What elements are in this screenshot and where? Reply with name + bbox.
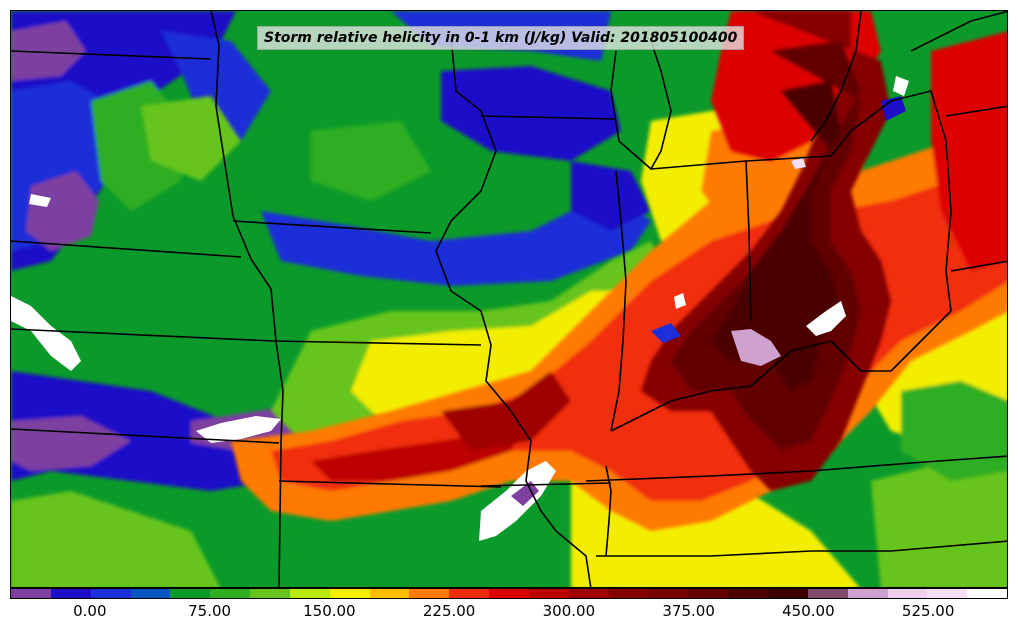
border-indiana-ohio <box>745 160 752 322</box>
border-ohio-east <box>830 90 952 312</box>
border-ohio-river <box>610 310 952 432</box>
very-high-helicity-core <box>641 11 891 491</box>
border-south-dakota-nebraska <box>11 240 242 258</box>
colorbar-segment <box>130 589 171 598</box>
colorbar <box>10 588 1008 599</box>
map-title: Storm relative helicity in 0-1 km (J/kg)… <box>257 26 745 50</box>
colorbar-segment <box>648 589 689 598</box>
colorbar-segment <box>250 589 290 598</box>
colorbar-segment <box>90 589 131 598</box>
border-missouri-iowa <box>272 340 482 346</box>
border-mississippi-river <box>435 250 592 587</box>
colorbar-segment <box>210 589 251 598</box>
border-kentucky-tennessee <box>585 455 1007 482</box>
colorbar-segment <box>688 589 729 598</box>
colorbar-tick-label: 75.00 <box>188 602 232 620</box>
colorbar-segment <box>847 589 888 598</box>
border-michigan-ohio <box>650 155 832 170</box>
border-arkansas-missouri <box>480 482 612 487</box>
colorbar-segment <box>927 589 968 598</box>
colorbar-tick-label: 300.00 <box>542 602 596 620</box>
low-helicity-west <box>11 11 311 587</box>
colorbar-segment <box>170 589 211 598</box>
border-michigan-lake <box>610 40 672 170</box>
colorbar-segment <box>11 589 51 598</box>
border-oklahoma-texas <box>278 480 502 488</box>
extreme-helicity-pockets <box>11 76 909 541</box>
colorbar-segment <box>967 589 1007 598</box>
colorbar-segment <box>728 589 769 598</box>
border-kansas-oklahoma <box>11 428 280 444</box>
border-tennessee-south <box>596 540 1007 557</box>
colorbar-tick-label: 375.00 <box>662 602 715 620</box>
border-west-virginia <box>950 260 1007 272</box>
colorbar-tick-label: 525.00 <box>901 602 955 620</box>
helicity-map <box>11 11 1007 587</box>
colorbar-segment <box>329 589 370 598</box>
colorbar-tick-label: 225.00 <box>422 602 476 620</box>
colorbar-segment <box>50 589 91 598</box>
border-missouri-arkansas-bootheel <box>605 465 612 557</box>
colorbar-segment <box>449 589 490 598</box>
political-borders <box>11 11 1007 587</box>
border-illinois-indiana <box>610 170 627 432</box>
colorbar-tick-label: 450.00 <box>782 602 835 620</box>
border-iowa-missouri <box>250 258 284 587</box>
map-frame: Storm relative helicity in 0-1 km (J/kg)… <box>10 10 1008 588</box>
border-minnesota-west <box>210 11 252 260</box>
border-nebraska-kansas <box>11 328 274 342</box>
border-north-dakota-south-dakota <box>11 50 212 60</box>
colorbar-segment <box>608 589 649 598</box>
colorbar-tick-label: 150.00 <box>303 602 356 620</box>
colorbar-segment <box>568 589 609 598</box>
colorbar-segment <box>369 589 410 598</box>
colorbar-segment <box>489 589 529 598</box>
colorbar-tick-label: 0.00 <box>73 602 107 620</box>
border-wisconsin-illinois <box>480 115 617 120</box>
border-wisconsin-minnesota <box>435 35 497 252</box>
colorbar-tick-labels: 0.00 75.00 150.00 225.00 300.00 375.00 450.00 5… <box>10 602 1008 626</box>
colorbar-segment <box>409 589 450 598</box>
border-great-lakes-north <box>810 11 862 142</box>
colorbar-segment <box>289 589 330 598</box>
border-pennsylvania <box>945 105 1007 117</box>
colorbar-segment <box>768 589 808 598</box>
colorbar-segment <box>887 589 928 598</box>
border-ontario-shore <box>910 11 1007 52</box>
border-iowa-minnesota <box>232 220 432 234</box>
colorbar-segment <box>807 589 848 598</box>
colorbar-segment <box>528 589 569 598</box>
